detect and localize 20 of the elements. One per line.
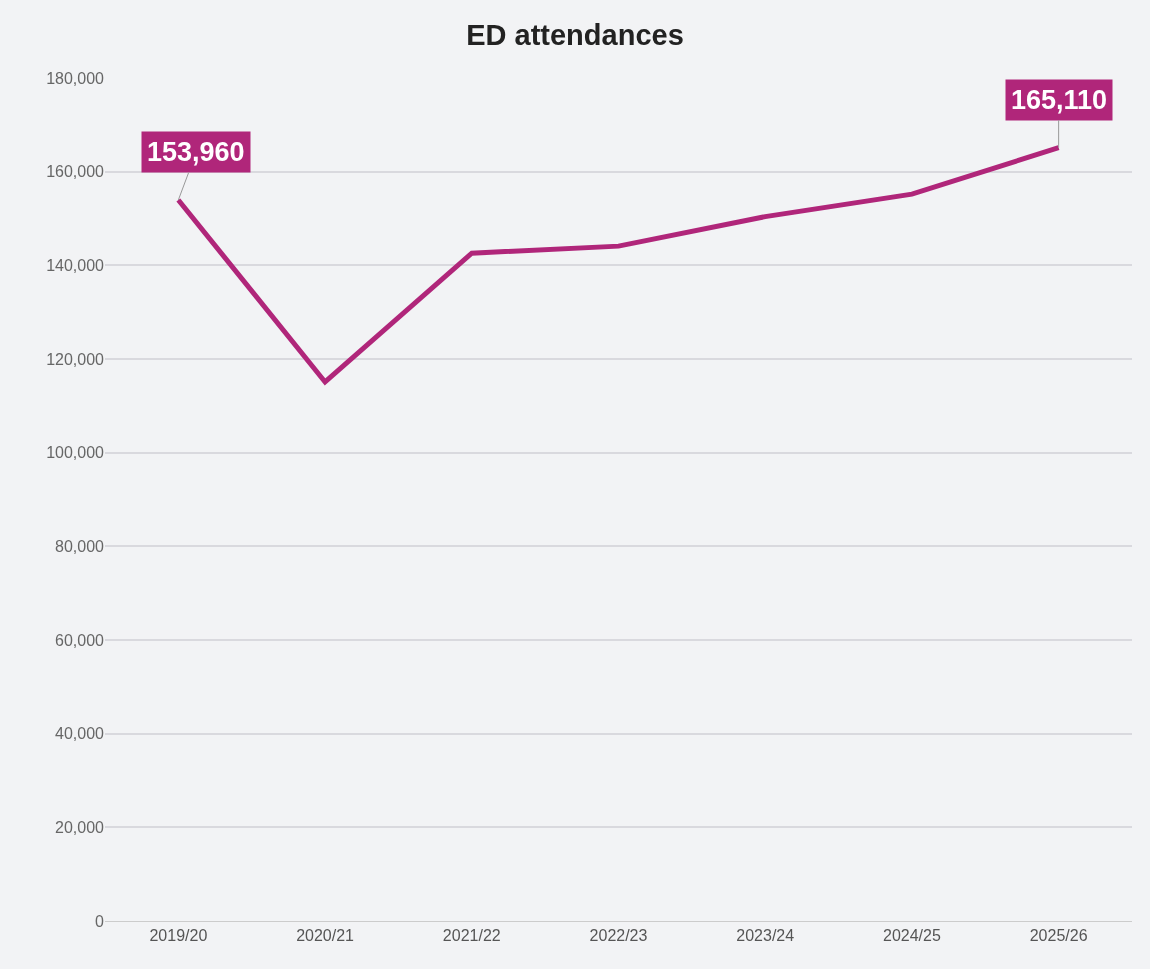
y-tick-label: 40,000	[55, 725, 105, 743]
x-tick-label: 2020/21	[296, 927, 355, 945]
y-tick-label: 20,000	[55, 818, 105, 836]
chart-title: ED attendances	[466, 18, 684, 51]
y-tick-label: 120,000	[46, 350, 105, 368]
y-tick-label: 0	[95, 912, 105, 930]
x-tick-label: 2022/23	[589, 927, 648, 945]
y-tick-label: 140,000	[46, 256, 105, 274]
x-tick-label: 2021/22	[442, 927, 501, 945]
data-label: 153,960	[147, 137, 245, 167]
y-tick-label: 80,000	[55, 537, 105, 555]
y-tick-label: 60,000	[55, 631, 105, 649]
y-tick-label: 100,000	[46, 444, 105, 462]
x-tick-label: 2025/26	[1029, 927, 1088, 945]
y-tick-label: 160,000	[46, 163, 105, 181]
y-tick-label: 180,000	[46, 69, 105, 87]
data-label: 165,110	[1011, 85, 1108, 115]
x-tick-label: 2019/20	[149, 927, 208, 945]
x-tick-label: 2024/25	[883, 927, 941, 945]
x-tick-label: 2023/24	[736, 927, 795, 945]
